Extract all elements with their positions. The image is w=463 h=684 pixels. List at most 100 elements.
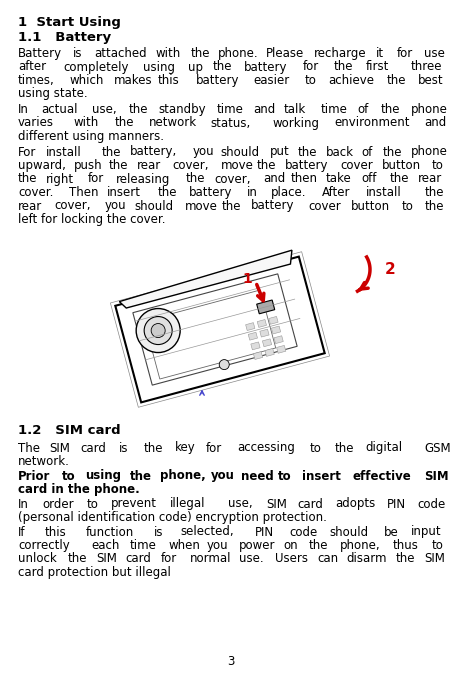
Text: the: the [190, 47, 210, 60]
Polygon shape [269, 317, 278, 324]
Text: 1: 1 [243, 272, 253, 286]
Polygon shape [119, 250, 292, 308]
Text: button: button [351, 200, 390, 213]
Text: completely: completely [63, 60, 129, 73]
Polygon shape [263, 339, 272, 347]
Text: cover.: cover. [18, 186, 53, 199]
Text: phone,: phone, [340, 539, 381, 552]
Text: standby: standby [159, 103, 206, 116]
Text: power: power [238, 539, 275, 552]
Text: card: card [125, 553, 151, 566]
Text: SIM: SIM [49, 441, 70, 454]
Text: the: the [334, 441, 354, 454]
Polygon shape [246, 323, 255, 330]
Text: Battery: Battery [18, 47, 62, 60]
Circle shape [151, 324, 165, 337]
Text: to: to [310, 441, 322, 454]
Text: phone: phone [411, 146, 447, 159]
Text: illegal: illegal [169, 497, 205, 510]
Text: use.: use. [239, 553, 263, 566]
Text: the: the [68, 553, 87, 566]
Text: function: function [85, 525, 134, 538]
Text: key: key [175, 441, 195, 454]
Text: be: be [384, 525, 399, 538]
Text: three: three [411, 60, 442, 73]
Text: battery: battery [195, 74, 239, 87]
Text: PIN: PIN [387, 497, 406, 510]
Text: input: input [411, 525, 441, 538]
Text: which: which [69, 74, 104, 87]
Text: use: use [424, 47, 445, 60]
Text: the: the [213, 60, 232, 73]
Text: different using manners.: different using manners. [18, 130, 164, 143]
Text: card protection but illegal: card protection but illegal [18, 566, 171, 579]
Text: 3: 3 [227, 655, 235, 668]
Text: the: the [109, 159, 128, 172]
Text: and: and [253, 103, 275, 116]
Text: can: can [317, 553, 338, 566]
Text: for: for [397, 47, 413, 60]
Text: left for locking the cover.: left for locking the cover. [18, 213, 165, 226]
Text: using state.: using state. [18, 88, 88, 101]
Text: for: for [88, 172, 104, 185]
Text: GSM: GSM [424, 441, 451, 454]
Text: time: time [217, 103, 244, 116]
Text: for: for [303, 60, 319, 73]
Text: thus: thus [393, 539, 419, 552]
Text: attached: attached [94, 47, 146, 60]
Text: SIM: SIM [96, 553, 117, 566]
Text: 1.1   Battery: 1.1 Battery [18, 31, 111, 44]
Text: using: using [86, 469, 121, 482]
Text: to: to [431, 159, 443, 172]
Text: put: put [269, 146, 289, 159]
Text: If: If [18, 525, 25, 538]
Text: is: is [119, 441, 128, 454]
Text: the: the [381, 103, 400, 116]
Text: effective: effective [353, 469, 412, 482]
Text: time: time [320, 103, 347, 116]
Text: for: for [206, 441, 222, 454]
Text: unlock: unlock [18, 553, 57, 566]
Text: Then: Then [69, 186, 99, 199]
Text: achieve: achieve [329, 74, 375, 87]
Text: place.: place. [270, 186, 306, 199]
Text: the: the [130, 469, 151, 482]
Text: talk: talk [283, 103, 306, 116]
Text: easier: easier [254, 74, 290, 87]
Text: of: of [361, 146, 372, 159]
Polygon shape [257, 319, 267, 328]
Text: 1.2   SIM card: 1.2 SIM card [18, 425, 121, 438]
Text: (personal identification code) encryption protection.: (personal identification code) encryptio… [18, 511, 327, 524]
Text: SIM: SIM [424, 553, 445, 566]
Text: should: should [330, 525, 369, 538]
Polygon shape [248, 332, 257, 340]
Text: makes: makes [113, 74, 152, 87]
Text: right: right [46, 172, 74, 185]
Text: the: the [395, 553, 415, 566]
Text: Prior: Prior [18, 469, 50, 482]
Text: actual: actual [41, 103, 78, 116]
Text: off: off [361, 172, 376, 185]
Text: the: the [382, 146, 402, 159]
Text: upward,: upward, [18, 159, 66, 172]
Text: the: the [102, 146, 121, 159]
Text: cover,: cover, [55, 200, 91, 213]
Text: the: the [309, 539, 328, 552]
Polygon shape [265, 349, 274, 356]
Text: should: should [134, 200, 174, 213]
Text: releasing: releasing [116, 172, 171, 185]
Text: After: After [322, 186, 350, 199]
Text: Please: Please [266, 47, 304, 60]
Text: adopts: adopts [335, 497, 375, 510]
Text: the: the [18, 172, 38, 185]
Text: up: up [188, 60, 203, 73]
Text: phone,: phone, [160, 469, 206, 482]
Text: phone: phone [411, 103, 447, 116]
Text: the: the [298, 146, 317, 159]
Text: is: is [73, 47, 82, 60]
Text: battery,: battery, [130, 146, 177, 159]
Polygon shape [274, 336, 283, 343]
Text: you: you [211, 469, 235, 482]
Text: the: the [424, 200, 444, 213]
Text: normal: normal [189, 553, 231, 566]
